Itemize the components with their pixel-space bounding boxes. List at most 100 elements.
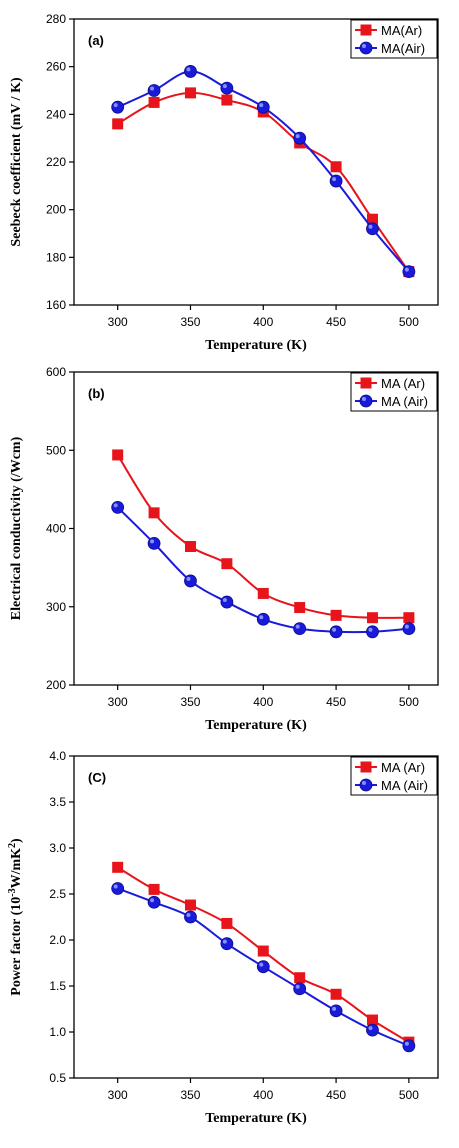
legend-label: MA (Air) — [381, 394, 428, 409]
y-tick-label: 200 — [46, 678, 66, 692]
legend-label: MA(Ar) — [381, 23, 422, 38]
y-tick-label: 240 — [46, 107, 66, 121]
data-point — [293, 982, 307, 996]
legend-label: MA (Ar) — [381, 760, 425, 775]
data-point-highlight — [186, 576, 191, 581]
data-point — [366, 222, 379, 236]
data-point — [148, 883, 160, 895]
data-point — [112, 861, 124, 873]
legend: MA (Ar) MA (Air) — [350, 756, 438, 796]
data-point-highlight — [295, 624, 300, 629]
x-tick-label: 300 — [108, 695, 128, 709]
legend-marker-highlight — [362, 781, 366, 785]
series-ar — [112, 449, 415, 624]
x-tick-label: 350 — [180, 695, 200, 709]
x-tick-label: 400 — [253, 1088, 273, 1102]
x-tick-label: 500 — [399, 315, 419, 329]
data-point — [112, 118, 124, 130]
y-tick-label: 500 — [46, 443, 66, 457]
x-tick-label: 300 — [108, 1088, 128, 1102]
data-point-highlight — [150, 898, 155, 903]
data-point — [329, 1004, 343, 1018]
data-point — [257, 945, 269, 957]
series-air — [111, 500, 416, 639]
data-point — [147, 84, 161, 97]
data-point — [329, 174, 343, 188]
y-tick-label: 260 — [46, 60, 66, 74]
series-ar — [112, 87, 415, 278]
x-tick-label: 500 — [399, 695, 419, 709]
y-axis-title: Seebeck coefficient (mV / K) — [9, 77, 24, 247]
data-point-highlight — [222, 939, 227, 944]
x-tick-label: 350 — [180, 1088, 200, 1102]
data-point — [221, 94, 233, 106]
data-point-highlight — [332, 1006, 337, 1011]
data-point — [184, 899, 196, 911]
series-air — [111, 882, 416, 1053]
y-tick-label: 4.0 — [49, 749, 66, 763]
data-point — [184, 540, 196, 552]
data-point-highlight — [295, 984, 300, 989]
data-point — [294, 602, 306, 614]
data-point-highlight — [186, 67, 191, 72]
data-point-highlight — [113, 503, 118, 508]
x-axis-title: Temperature (K) — [205, 1111, 307, 1126]
legend-label: MA(Air) — [381, 41, 425, 56]
data-point — [147, 536, 161, 550]
data-point — [366, 1014, 378, 1026]
data-point-highlight — [186, 913, 191, 917]
x-tick-label: 450 — [326, 695, 346, 709]
data-point-highlight — [368, 627, 373, 632]
y-tick-label: 1.0 — [49, 1025, 66, 1039]
data-point — [148, 96, 160, 108]
legend-marker-highlight — [362, 397, 366, 401]
x-tick-label: 300 — [108, 315, 128, 329]
y-tick-label: 0.5 — [49, 1071, 66, 1085]
y-tick-label: 3.5 — [49, 795, 66, 809]
legend-label: MA (Air) — [381, 778, 428, 793]
data-point-highlight — [404, 267, 409, 272]
x-tick-label: 350 — [180, 315, 200, 329]
x-tick-label: 500 — [399, 1088, 419, 1102]
data-point-highlight — [332, 177, 337, 182]
x-tick-label: 400 — [253, 695, 273, 709]
data-point — [112, 449, 124, 461]
data-point — [220, 81, 234, 95]
y-tick-label: 600 — [46, 365, 66, 379]
data-point — [257, 587, 269, 599]
panel-c: 300 350 400 450 500 0.5 1.0 1.5 2.0 2.5 3.0 3.5 4.0 T… — [7, 749, 439, 1126]
data-point — [402, 1039, 416, 1053]
data-point-highlight — [113, 103, 118, 108]
panel-a: 300 350 400 450 500 160 180 200 220 240 260 280 Temp… — [9, 12, 439, 353]
data-point — [330, 161, 342, 173]
data-point-highlight — [368, 1026, 373, 1031]
y-axis-title: Power factor (10-3W/mK2) — [7, 838, 24, 996]
y-tick-label: 300 — [46, 600, 66, 614]
data-point-highlight — [222, 84, 227, 89]
panel-label: (C) — [88, 770, 106, 785]
legend-marker-highlight — [362, 44, 366, 48]
y-tick-label: 280 — [46, 12, 66, 26]
data-point — [402, 622, 416, 636]
data-point — [293, 131, 307, 145]
x-axis-title: Temperature (K) — [205, 718, 307, 733]
legend-marker — [360, 24, 372, 36]
data-point — [294, 972, 306, 984]
data-point — [256, 612, 270, 626]
data-point — [184, 910, 197, 924]
data-point-highlight — [404, 624, 409, 629]
data-point — [256, 100, 270, 114]
panel-label: (b) — [88, 386, 105, 401]
y-tick-label: 2.5 — [49, 887, 66, 901]
data-point-highlight — [259, 103, 264, 108]
y-tick-label: 220 — [46, 155, 66, 169]
x-tick-label: 450 — [326, 1088, 346, 1102]
data-point-highlight — [259, 962, 264, 967]
data-point-highlight — [113, 884, 118, 889]
y-tick-label: 160 — [46, 298, 66, 312]
y-tick-label: 400 — [46, 522, 66, 536]
data-point — [184, 87, 196, 99]
data-point — [184, 574, 197, 588]
x-tick-label: 450 — [326, 315, 346, 329]
